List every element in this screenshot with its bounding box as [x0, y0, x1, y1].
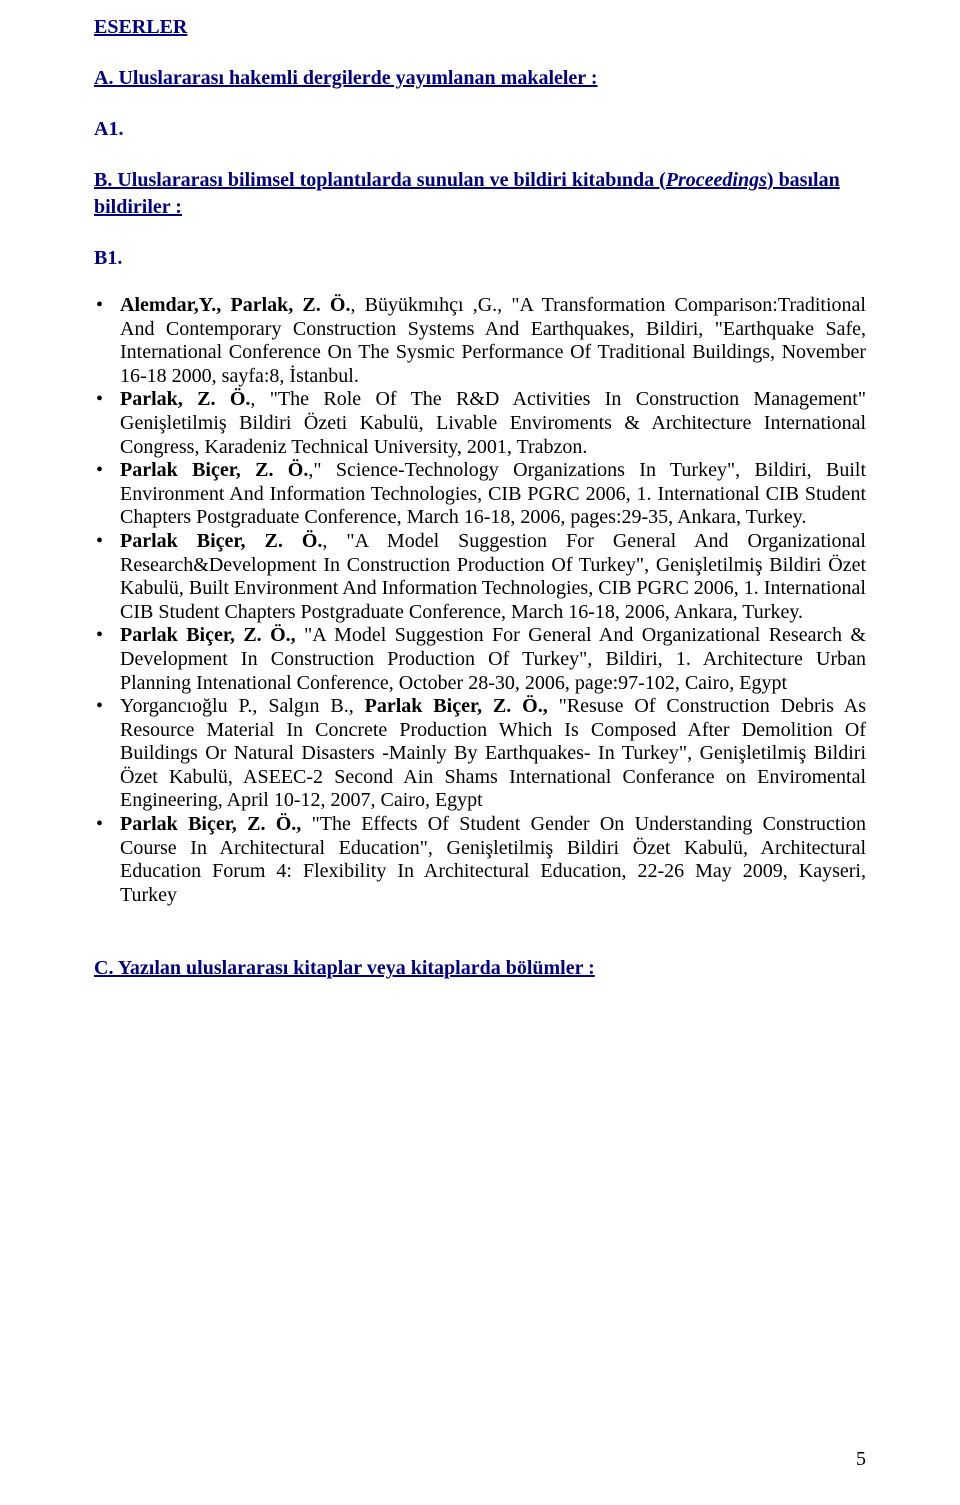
bullet-icon: • — [94, 530, 120, 624]
author-lead: Parlak Biçer, Z. Ö. — [120, 530, 322, 552]
bullet-text: Alemdar,Y., Parlak, Z. Ö., Büyükmıhçı ,G… — [120, 294, 866, 388]
bullet-text: Parlak Biçer, Z. Ö., "A Model Suggestion… — [120, 530, 866, 624]
a1-label: A1. — [94, 116, 866, 143]
page: ESERLER A. Uluslararası hakemli dergiler… — [0, 0, 960, 1505]
bullet-text: Parlak Biçer, Z. Ö., "A Model Suggestion… — [120, 624, 866, 695]
list-item: • Parlak, Z. Ö., "The Role Of The R&D Ac… — [94, 388, 866, 459]
author-lead: Parlak Biçer, Z. Ö., — [365, 695, 548, 717]
list-item: • Parlak Biçer, Z. Ö.," Science-Technolo… — [94, 459, 866, 530]
bullet-text: Parlak, Z. Ö., "The Role Of The R&D Acti… — [120, 388, 866, 459]
author-lead: Parlak Biçer, Z. Ö. — [120, 459, 308, 481]
bullet-icon: • — [94, 388, 120, 459]
author-lead: Parlak Biçer, Z. Ö., — [120, 624, 296, 646]
list-item: • Alemdar,Y., Parlak, Z. Ö., Büyükmıhçı … — [94, 294, 866, 388]
list-item: • Yorgancıoğlu P., Salgın B., Parlak Biç… — [94, 695, 866, 813]
bullet-text: Parlak Biçer, Z. Ö., "The Effects Of Stu… — [120, 813, 866, 907]
bullet-icon: • — [94, 695, 120, 813]
bullet-icon: • — [94, 624, 120, 695]
bullet-icon: • — [94, 459, 120, 530]
list-item: • Parlak Biçer, Z. Ö., "A Model Suggesti… — [94, 530, 866, 624]
author-lead: Parlak, Z. Ö. — [120, 388, 250, 410]
section-c-heading: C. Yazılan uluslararası kitaplar veya ki… — [94, 955, 866, 982]
list-item: • Parlak Biçer, Z. Ö., "A Model Suggesti… — [94, 624, 866, 695]
bullet-text: Yorgancıoğlu P., Salgın B., Parlak Biçer… — [120, 695, 866, 813]
author-lead: Alemdar,Y., Parlak, Z. Ö. — [120, 294, 350, 316]
section-b-heading-part1: B. Uluslararası bilimsel toplantılarda s… — [94, 169, 666, 191]
top-title: ESERLER — [94, 14, 866, 41]
bullet-icon: • — [94, 813, 120, 907]
bullet-list: • Alemdar,Y., Parlak, Z. Ö., Büyükmıhçı … — [94, 294, 866, 907]
author-lead: Parlak Biçer, Z. Ö., — [120, 813, 301, 835]
page-number: 5 — [856, 1448, 866, 1471]
b1-label: B1. — [94, 245, 866, 272]
section-b-heading: B. Uluslararası bilimsel toplantılarda s… — [94, 167, 866, 221]
section-b-heading-after: ) — [767, 169, 774, 191]
list-item: • Parlak Biçer, Z. Ö., "The Effects Of S… — [94, 813, 866, 907]
author-pre: Yorgancıoğlu P., Salgın B., — [120, 695, 365, 717]
bullet-icon: • — [94, 294, 120, 388]
section-b-heading-italic: Proceedings — [666, 169, 767, 191]
bullet-text: Parlak Biçer, Z. Ö.," Science-Technology… — [120, 459, 866, 530]
section-a-heading: A. Uluslararası hakemli dergilerde yayım… — [94, 65, 866, 92]
